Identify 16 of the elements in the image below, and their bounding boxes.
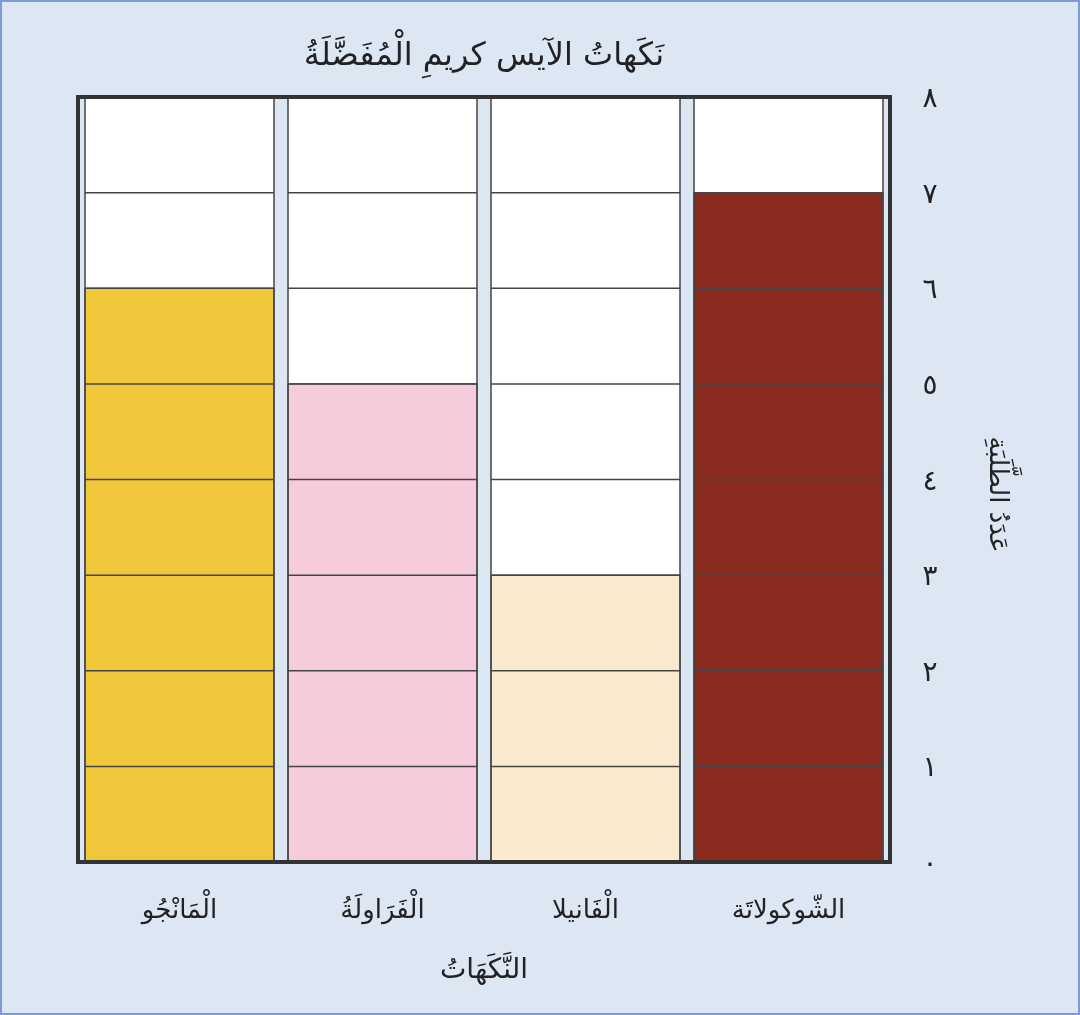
y-tick-label: ٤ (922, 463, 938, 497)
y-tick-label: ٥ (922, 367, 938, 401)
y-tick-label: ٧ (922, 176, 938, 210)
x-tick-label: الْفَانيلا (552, 889, 619, 924)
y-tick-label: ٨ (922, 81, 938, 114)
x-axis-title: النَّكَهَاتُ (439, 951, 529, 985)
y-tick-label: ٠ (922, 846, 938, 879)
y-tick-label: ٣ (922, 559, 938, 593)
y-axis-title: عَدَدُ الطَّلَبَةِ (984, 436, 1023, 553)
x-tick-label: الْفَرَاولَةُ (340, 889, 425, 925)
y-tick-label: ٦ (922, 272, 938, 306)
y-tick-label: ١ (922, 750, 938, 784)
y-tick-label: ٢ (922, 654, 938, 688)
x-tick-label: الشّوكولاتَة (731, 894, 846, 925)
x-tick-label: الْمَانْجُو (139, 889, 218, 925)
chart-title: نَكَهاتُ الآيس كريمِ الْمُفَضَّلَةُ (303, 28, 666, 80)
